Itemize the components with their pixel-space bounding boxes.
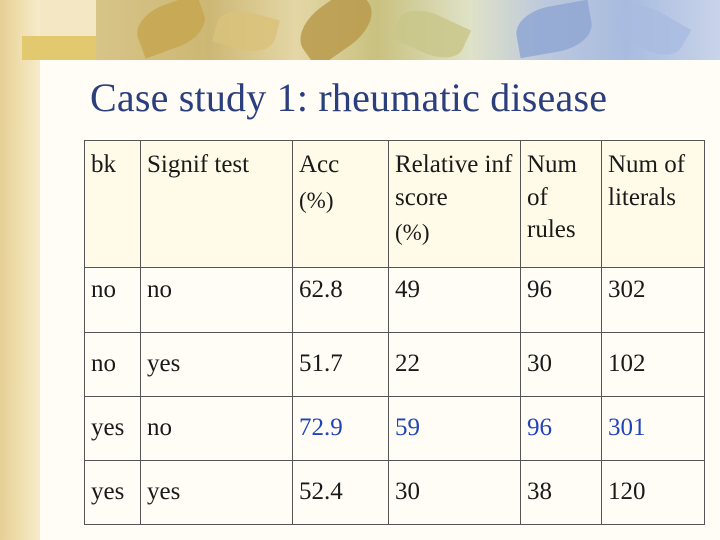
- cell-acc: 72.9: [292, 396, 389, 461]
- cell-literals: 120: [601, 460, 705, 525]
- cell-signif: no: [140, 267, 293, 333]
- cell-literals: 302: [601, 267, 705, 333]
- cell-rel-inf: 49: [388, 267, 521, 333]
- results-table: bk Signif test Acc (%) Relative inf score…: [84, 140, 705, 525]
- cell-rules: 30: [520, 332, 602, 397]
- cell-rules: 38: [520, 460, 602, 525]
- cell-rel-inf: 22: [388, 332, 521, 397]
- cell-rel-inf: 30: [388, 460, 521, 525]
- table-header-row: bk Signif test Acc (%) Relative inf score…: [84, 140, 705, 268]
- cell-signif: yes: [140, 460, 293, 525]
- left-decor-strip: [0, 0, 40, 540]
- decorative-banner: [96, 0, 720, 60]
- table-row-highlighted: yes no 72.9 59 96 301: [84, 396, 705, 461]
- banner-accent: [22, 36, 96, 60]
- table-row: no no 62.8 49 96 302: [84, 267, 705, 333]
- cell-bk: no: [84, 332, 141, 397]
- cell-rules: 96: [520, 396, 602, 461]
- cell-rel-inf: 59: [388, 396, 521, 461]
- header-signif-test: Signif test: [140, 140, 293, 268]
- header-num-literals: Num of literals: [601, 140, 705, 268]
- cell-bk: yes: [84, 460, 141, 525]
- cell-acc: 51.7: [292, 332, 389, 397]
- cell-literals: 102: [601, 332, 705, 397]
- header-relative-inf-score: Relative inf score (%): [388, 140, 521, 268]
- cell-acc: 62.8: [292, 267, 389, 333]
- cell-signif: yes: [140, 332, 293, 397]
- header-acc: Acc (%): [292, 140, 389, 268]
- cell-rules: 96: [520, 267, 602, 333]
- table-row: yes yes 52.4 30 38 120: [84, 460, 705, 525]
- page-title: Case study 1: rheumatic disease: [90, 75, 608, 120]
- cell-bk: yes: [84, 396, 141, 461]
- cell-acc: 52.4: [292, 460, 389, 525]
- cell-bk: no: [84, 267, 141, 333]
- table-row: no yes 51.7 22 30 102: [84, 332, 705, 397]
- header-num-rules: Num of rules: [520, 140, 602, 268]
- header-bk: bk: [84, 140, 141, 268]
- cell-literals: 301: [601, 396, 705, 461]
- cell-signif: no: [140, 396, 293, 461]
